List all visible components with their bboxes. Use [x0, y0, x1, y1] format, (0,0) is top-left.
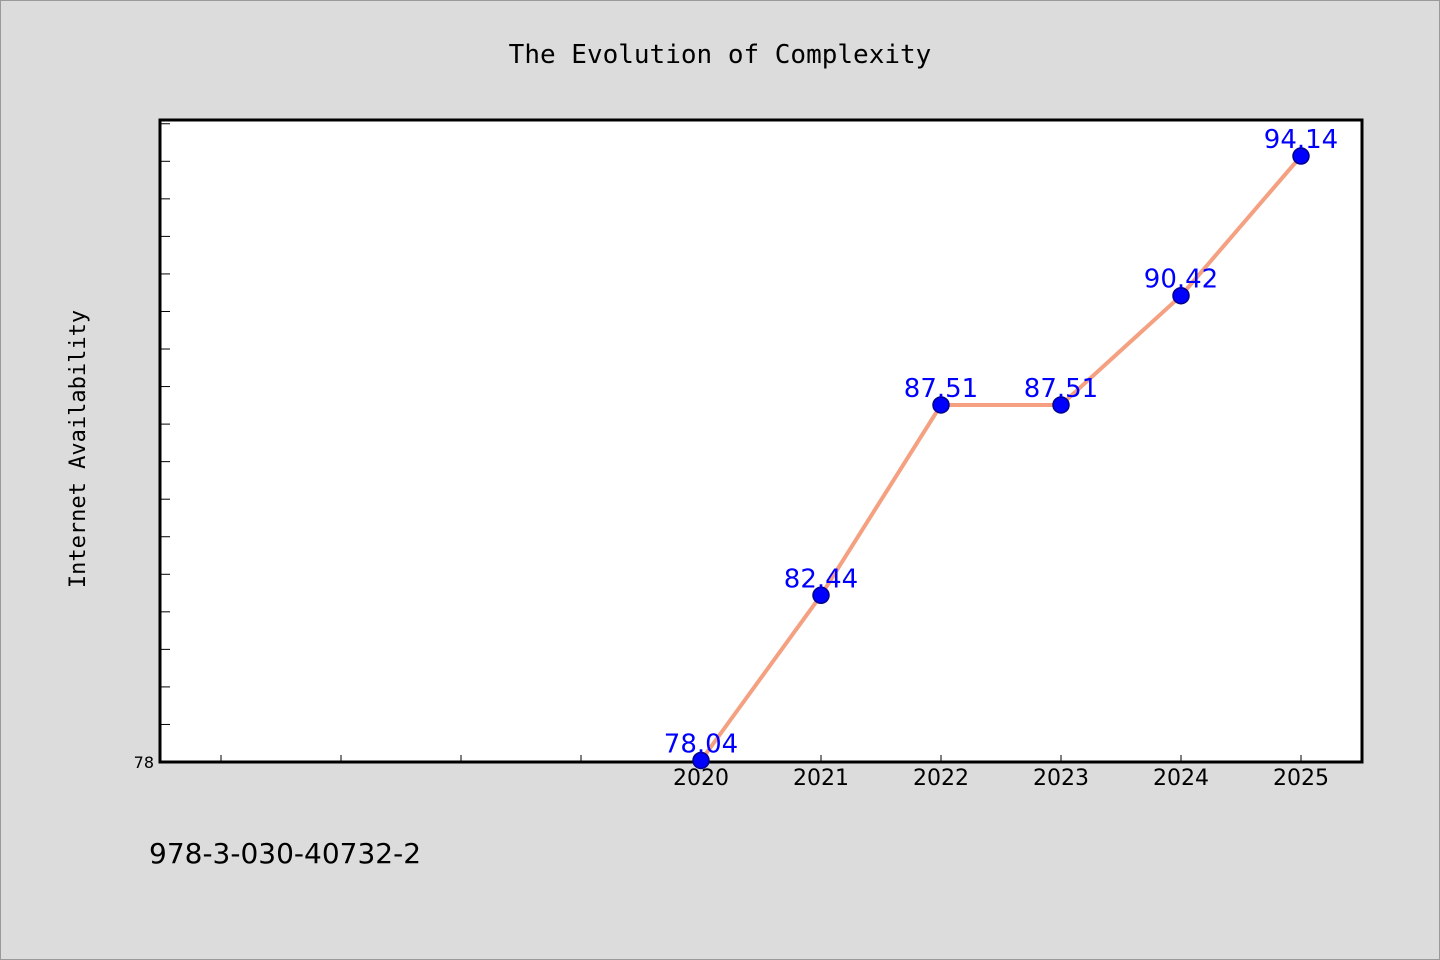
x-tick-labels: 2020 2021 2022 2023 2024 2025 — [673, 766, 1329, 791]
data-label: 87.51 — [904, 374, 978, 404]
data-label: 78.04 — [664, 729, 738, 759]
isbn-text: 978-3-030-40732-2 — [149, 837, 422, 870]
data-label: 94.14 — [1264, 125, 1338, 155]
x-tick-label: 2024 — [1153, 766, 1209, 791]
series-line — [699, 154, 1303, 763]
x-tick-label: 2023 — [1033, 766, 1089, 791]
y-tick-label: 78 — [134, 753, 154, 772]
marker-layer — [692, 147, 1310, 770]
x-tick-label: 2020 — [673, 766, 729, 791]
data-label-layer: 78.04 82.44 87.51 87.51 90.42 94.14 — [664, 125, 1338, 759]
data-label: 82.44 — [784, 564, 858, 594]
series-layer — [699, 154, 1303, 763]
plot-area — [158, 118, 1364, 764]
data-label: 87.51 — [1024, 374, 1098, 404]
data-label: 90.42 — [1144, 265, 1218, 295]
data-point-marker — [812, 586, 830, 605]
data-point-marker — [1052, 396, 1070, 414]
y-tick-labels: 78 — [134, 753, 154, 772]
data-point-marker — [1172, 286, 1190, 305]
data-point-marker — [932, 396, 950, 414]
data-point-marker — [692, 751, 710, 770]
data-point-marker — [1292, 147, 1310, 165]
y-minor-ticks — [160, 123, 170, 725]
chart-title: The Evolution of Complexity — [509, 40, 932, 70]
y-axis-label: Internet Availability — [66, 310, 91, 588]
x-tick-label: 2025 — [1273, 766, 1329, 791]
x-tick-label: 2021 — [793, 766, 849, 791]
x-tick-label: 2022 — [913, 766, 969, 791]
